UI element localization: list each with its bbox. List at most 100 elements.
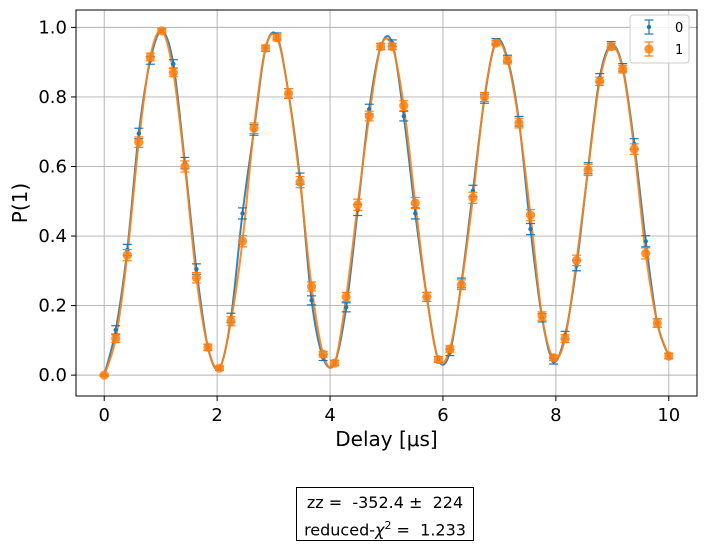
- data-point: [410, 207, 420, 220]
- data-point: [99, 370, 109, 380]
- data-point: [341, 291, 351, 303]
- data-point: [456, 279, 467, 291]
- data-point: [526, 222, 536, 236]
- data-point: [652, 318, 662, 328]
- point-marker: [433, 354, 443, 365]
- point-marker: [157, 26, 167, 36]
- point-marker: [571, 255, 582, 265]
- point-marker: [240, 211, 245, 216]
- data-point: [502, 55, 513, 66]
- data-point: [468, 191, 478, 204]
- point-marker: [629, 144, 639, 154]
- data-point: [560, 334, 570, 344]
- data-point: [571, 254, 582, 267]
- data-point: [330, 358, 340, 368]
- data-point: [641, 235, 651, 248]
- data-point: [122, 248, 132, 262]
- x-axis-label: Delay [μs]: [335, 427, 437, 451]
- point-marker: [399, 101, 409, 111]
- point-marker: [343, 305, 349, 310]
- data-point: [157, 26, 167, 36]
- x-tick-label: 6: [437, 405, 448, 426]
- y-tick-label: 0.2: [38, 296, 67, 317]
- point-marker: [145, 52, 155, 62]
- point-marker: [548, 353, 559, 363]
- data-point: [595, 76, 605, 87]
- point-marker: [136, 131, 141, 136]
- legend-label: 0: [675, 21, 683, 36]
- point-marker: [260, 43, 271, 53]
- point-marker: [318, 349, 328, 359]
- point-marker: [168, 67, 178, 78]
- point-marker: [306, 281, 317, 292]
- data-point: [387, 41, 397, 52]
- point-marker: [583, 165, 593, 175]
- point-marker: [113, 327, 118, 333]
- point-marker: [560, 334, 570, 344]
- chi-exponent: 2: [384, 519, 392, 532]
- legend-frame: [629, 14, 690, 64]
- point-marker: [191, 273, 202, 283]
- point-marker: [330, 358, 340, 368]
- data-point: [353, 198, 363, 211]
- point-marker: [445, 344, 455, 354]
- fit-zz-value: zz = -352.4 ± 224: [306, 493, 464, 512]
- data-point: [514, 117, 524, 129]
- point-marker: [525, 210, 536, 220]
- point-marker: [283, 88, 294, 99]
- legend-label: 1: [675, 43, 683, 58]
- chi-symbol: χ: [375, 520, 385, 540]
- point-marker: [410, 198, 420, 208]
- x-tick-label: 10: [657, 405, 680, 426]
- point-marker: [249, 123, 259, 133]
- point-marker: [422, 292, 432, 302]
- chi2-prefix: reduced-: [304, 520, 375, 540]
- point-marker: [272, 33, 282, 43]
- point-marker: [606, 41, 616, 52]
- legend-marker: [646, 24, 652, 30]
- point-marker: [214, 363, 225, 373]
- data-series: [99, 26, 674, 380]
- point-marker: [595, 76, 605, 86]
- point-marker: [237, 236, 248, 246]
- point-marker: [122, 250, 132, 260]
- point-marker: [194, 266, 199, 272]
- legend-marker: [644, 44, 654, 54]
- data-point: [364, 110, 374, 122]
- point-marker: [618, 64, 628, 74]
- data-point: [525, 209, 536, 222]
- y-axis-label: P(1): [8, 183, 32, 223]
- series-0: [99, 28, 674, 378]
- legend-item-1: 1: [644, 41, 683, 58]
- x-tick-label: 4: [324, 405, 335, 426]
- chi2-value: = 1.233: [391, 520, 466, 540]
- point-marker: [641, 248, 651, 259]
- series-1: [99, 26, 674, 380]
- y-tick-label: 0.8: [38, 87, 67, 108]
- point-marker: [456, 280, 467, 290]
- data-point: [606, 41, 616, 52]
- point-marker: [479, 92, 490, 102]
- data-point: [295, 175, 305, 189]
- point-marker: [643, 239, 648, 244]
- x-tick-label: 2: [211, 405, 222, 426]
- data-point: [237, 235, 248, 248]
- data-point: [641, 247, 651, 260]
- point-marker: [413, 211, 418, 216]
- data-point: [307, 295, 317, 306]
- point-marker: [353, 200, 363, 210]
- point-marker: [376, 41, 386, 52]
- point-marker: [99, 370, 109, 380]
- grid-lines: [76, 10, 697, 396]
- data-point: [214, 363, 225, 373]
- data-point: [226, 316, 236, 327]
- point-marker: [401, 113, 406, 119]
- data-point: [629, 143, 639, 155]
- point-marker: [468, 193, 478, 203]
- data-point: [111, 334, 121, 344]
- data-point: [410, 196, 420, 210]
- legend-item-0: 0: [644, 19, 683, 36]
- data-point: [664, 351, 674, 361]
- data-point: [422, 291, 432, 303]
